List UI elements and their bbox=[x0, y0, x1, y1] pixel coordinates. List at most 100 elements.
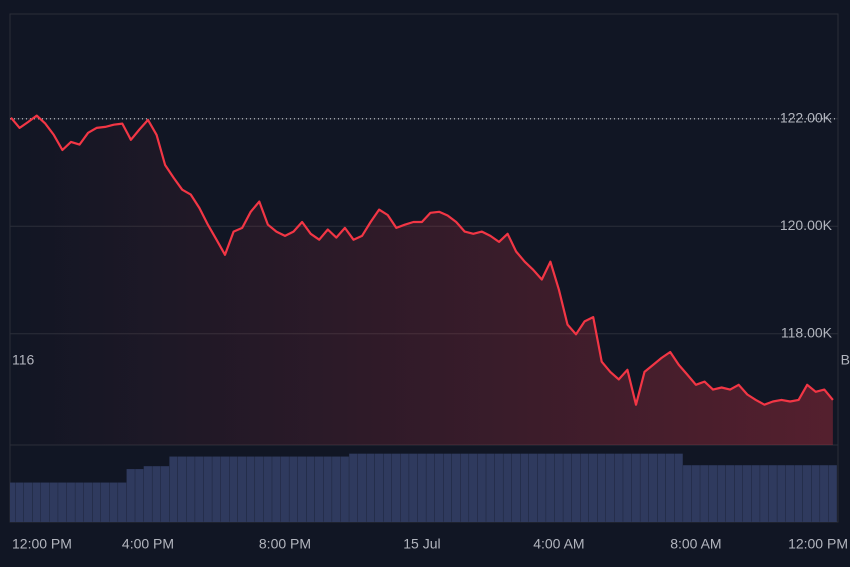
volume-bar bbox=[75, 482, 84, 522]
volume-bar bbox=[152, 466, 161, 522]
volume-bar bbox=[794, 465, 803, 522]
volume-bar bbox=[118, 482, 127, 522]
volume-bar bbox=[580, 453, 589, 522]
volume-bar bbox=[32, 482, 41, 522]
volume-bar bbox=[83, 482, 93, 522]
price-line bbox=[10, 114, 834, 406]
x-tick-label: 4:00 PM bbox=[122, 536, 174, 552]
volume-bar bbox=[708, 465, 717, 522]
volume-bar bbox=[203, 456, 212, 522]
volume-bar bbox=[237, 456, 247, 522]
volume-bar bbox=[409, 453, 418, 522]
volume-bar bbox=[109, 482, 118, 522]
x-tick-label: 8:00 PM bbox=[259, 536, 311, 552]
volume-bar bbox=[160, 466, 170, 522]
volume-bar bbox=[537, 453, 546, 522]
volume-bar bbox=[802, 465, 812, 522]
volume-bar bbox=[10, 482, 16, 522]
volume-bar bbox=[760, 465, 769, 522]
volume-bar bbox=[503, 453, 512, 522]
volume-bar bbox=[648, 453, 658, 522]
volume-bar bbox=[631, 453, 640, 522]
volume-bar bbox=[263, 456, 272, 522]
volume-bar bbox=[349, 453, 358, 522]
volume-bar bbox=[657, 453, 666, 522]
volume-bar bbox=[272, 456, 281, 522]
volume-bar bbox=[486, 453, 495, 522]
volume-bar bbox=[391, 453, 401, 522]
volume-bar bbox=[100, 482, 110, 522]
volume-bar bbox=[434, 453, 444, 522]
volume-bar bbox=[212, 456, 221, 522]
volume-bar bbox=[511, 453, 521, 522]
volume-bar bbox=[417, 453, 426, 522]
volume-bar bbox=[588, 453, 598, 522]
volume-bar bbox=[143, 466, 152, 522]
volume-bar bbox=[220, 456, 230, 522]
volume-bar bbox=[15, 482, 24, 522]
volume-bar bbox=[597, 453, 606, 522]
volume-bar bbox=[383, 453, 392, 522]
volume-bar bbox=[297, 456, 307, 522]
volume-bar bbox=[92, 482, 101, 522]
volume-bar bbox=[742, 465, 752, 522]
volume-bar bbox=[323, 456, 332, 522]
volume-bar bbox=[246, 456, 255, 522]
volume-bar bbox=[469, 453, 478, 522]
volume-bar bbox=[571, 453, 581, 522]
volume-bar bbox=[400, 453, 409, 522]
area-fill bbox=[11, 115, 833, 445]
volume-bar bbox=[554, 453, 563, 522]
volume-bar bbox=[66, 482, 75, 522]
volume-bar bbox=[374, 453, 384, 522]
volume-bar bbox=[528, 453, 538, 522]
volume-bar bbox=[520, 453, 529, 522]
volume-bar bbox=[751, 465, 760, 522]
volume-bar bbox=[306, 456, 315, 522]
volume-bar bbox=[606, 453, 615, 522]
y-tick-label: 118.00K bbox=[781, 324, 833, 340]
volume-bar bbox=[683, 465, 692, 522]
volume-bar bbox=[460, 453, 469, 522]
volume-bar bbox=[777, 465, 786, 522]
volume-bar bbox=[451, 453, 461, 522]
volume-bar bbox=[280, 456, 289, 522]
volume-bar bbox=[40, 482, 50, 522]
annotation: B bbox=[841, 352, 850, 368]
volume-bar bbox=[58, 482, 67, 522]
volume-bar bbox=[674, 453, 683, 522]
volume-bar bbox=[426, 453, 435, 522]
volume-bar bbox=[546, 453, 555, 522]
x-tick-label: 15 Jul bbox=[403, 536, 440, 552]
volume-bar bbox=[811, 465, 820, 522]
x-tick-label: 8:00 AM bbox=[670, 536, 721, 552]
volume-bar bbox=[357, 453, 367, 522]
volume-bar bbox=[477, 453, 486, 522]
x-tick-label: 4:00 AM bbox=[533, 536, 584, 552]
volume-bar bbox=[177, 456, 187, 522]
volume-bar bbox=[135, 469, 144, 522]
volume-bar bbox=[820, 465, 829, 522]
volume-bar bbox=[49, 482, 58, 522]
x-tick-label: 12:00 PM bbox=[12, 536, 72, 552]
volume-bar bbox=[366, 453, 375, 522]
volume-bar bbox=[314, 456, 324, 522]
volume-bar bbox=[494, 453, 503, 522]
volume-bar bbox=[443, 453, 452, 522]
volume-bar bbox=[725, 465, 735, 522]
volume-bar bbox=[195, 456, 204, 522]
volume-bar bbox=[623, 453, 632, 522]
volume-bar bbox=[700, 465, 709, 522]
volume-bar bbox=[340, 456, 349, 522]
volume-bar bbox=[563, 453, 572, 522]
y-tick-label: 122.00K bbox=[780, 109, 833, 125]
volume-bar bbox=[828, 465, 837, 522]
volume-bar bbox=[229, 456, 238, 522]
volume-bar bbox=[640, 453, 649, 522]
volume-bar bbox=[23, 482, 33, 522]
volume-bar bbox=[614, 453, 623, 522]
volume-bar bbox=[734, 465, 743, 522]
volume-bar bbox=[768, 465, 777, 522]
volume-bar bbox=[186, 456, 195, 522]
